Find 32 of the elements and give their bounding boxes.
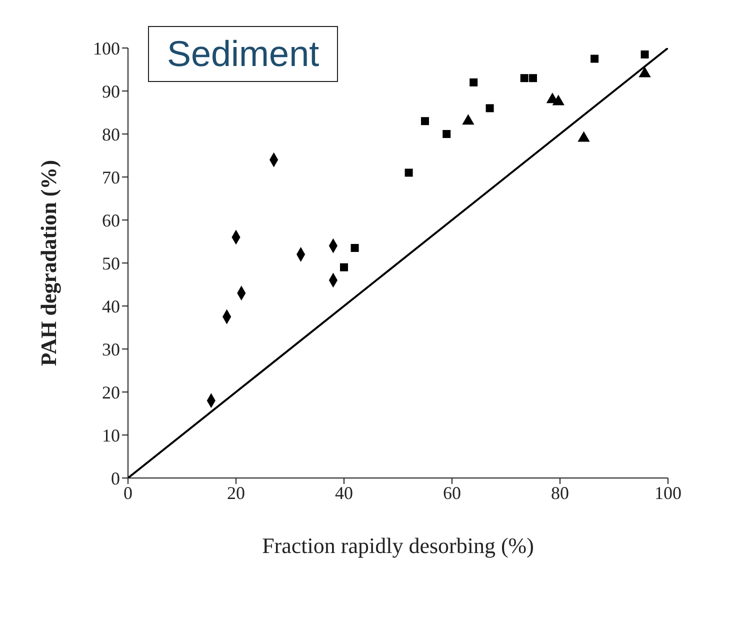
- point: [529, 74, 537, 82]
- y-axis-title: PAH degradation (%): [36, 160, 61, 366]
- y-tick-label: 60: [102, 210, 120, 230]
- y-tick-label: 0: [111, 468, 120, 488]
- x-tick-label: 80: [551, 482, 569, 503]
- x-tick-label: 20: [227, 482, 245, 503]
- y-tick-label: 10: [102, 425, 120, 446]
- x-axis-title: Fraction rapidly desorbing (%): [262, 533, 534, 558]
- y-tick-label: 50: [102, 253, 120, 274]
- x-tick-label: 0: [124, 482, 132, 503]
- y-tick-label: 100: [93, 38, 120, 58]
- point: [340, 263, 348, 272]
- point: [442, 130, 451, 138]
- point: [486, 104, 494, 112]
- y-tick-label: 90: [102, 81, 120, 102]
- point: [404, 168, 413, 177]
- point: [590, 54, 599, 63]
- point: [520, 74, 528, 82]
- point: [470, 78, 478, 86]
- y-tick-label: 80: [102, 124, 120, 144]
- point: [640, 50, 649, 58]
- y-tick-label: 30: [102, 339, 120, 360]
- x-tick-label: 100: [654, 482, 682, 503]
- x-tick-label: 60: [443, 482, 461, 503]
- y-tick-label: 70: [102, 167, 120, 188]
- y-tick-label: 20: [102, 382, 120, 402]
- point: [350, 244, 359, 252]
- x-tick-label: 40: [335, 482, 353, 503]
- y-tick-label: 40: [102, 296, 120, 316]
- point: [421, 117, 429, 126]
- point: [462, 114, 474, 125]
- chart-title: Sediment: [148, 26, 338, 82]
